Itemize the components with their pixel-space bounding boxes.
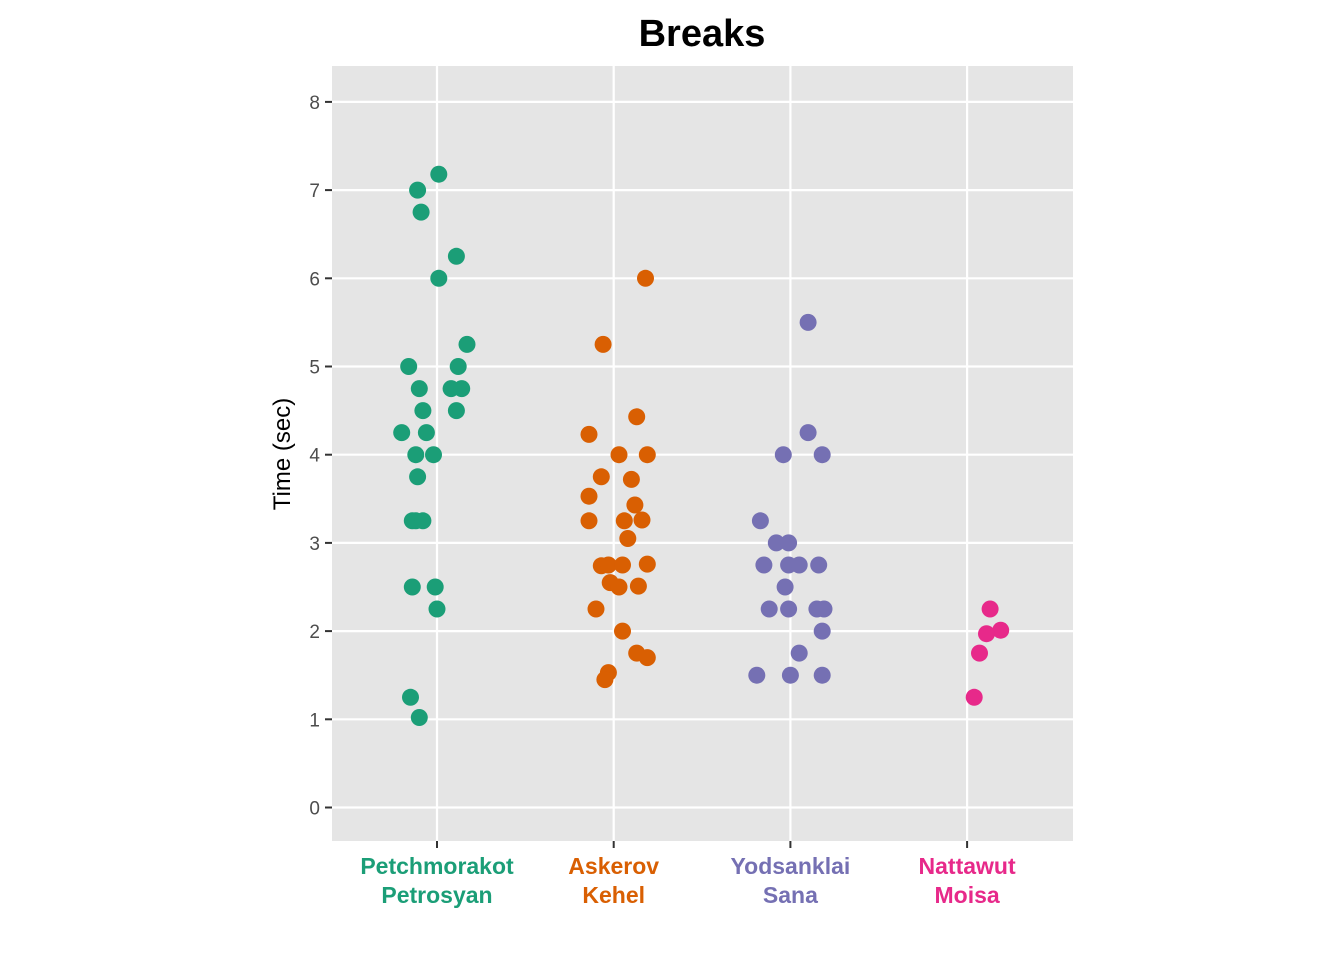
data-point — [992, 621, 1010, 639]
data-point — [760, 600, 778, 618]
x-tick-label: Petchmorakot — [360, 853, 514, 879]
data-point — [626, 496, 644, 514]
data-point — [447, 247, 465, 265]
data-point — [417, 424, 435, 442]
data-point — [610, 578, 628, 596]
data-point — [790, 556, 808, 574]
data-point — [813, 622, 831, 640]
data-point — [780, 600, 798, 618]
data-point — [407, 446, 425, 464]
data-point — [799, 424, 817, 442]
data-point — [430, 165, 448, 183]
data-point — [402, 688, 419, 706]
data-point — [580, 425, 598, 443]
data-point — [453, 380, 471, 398]
data-point — [580, 512, 598, 530]
data-point — [633, 511, 651, 529]
data-point — [637, 269, 654, 287]
chart-title: Breaks — [639, 13, 766, 55]
data-point — [409, 468, 427, 486]
y-tick-label: 8 — [309, 93, 320, 114]
data-point — [449, 358, 467, 375]
data-point — [580, 487, 598, 505]
data-point — [414, 402, 432, 420]
y-tick-label: 1 — [309, 710, 320, 731]
data-point — [751, 512, 769, 530]
data-point — [810, 556, 828, 574]
data-point — [978, 625, 995, 643]
data-point — [426, 578, 444, 596]
x-axis: Petchmorakot Petrosyan Askerov Kehel Yodsank… — [360, 841, 1016, 908]
data-point — [596, 671, 614, 689]
data-point — [780, 534, 798, 552]
data-point — [428, 600, 446, 618]
x-tick-label: Askerov — [568, 853, 659, 879]
data-point — [813, 666, 831, 684]
y-tick-label: 4 — [309, 446, 320, 467]
data-point — [447, 402, 465, 420]
data-point — [610, 446, 628, 464]
data-point — [622, 470, 640, 488]
data-point — [748, 666, 766, 684]
data-points — [393, 165, 1010, 726]
data-point — [412, 203, 430, 221]
data-point — [587, 600, 605, 618]
data-point — [403, 578, 421, 596]
data-point — [781, 666, 799, 684]
data-point — [776, 578, 794, 596]
y-tick-label: 6 — [309, 269, 320, 290]
data-point — [430, 269, 448, 287]
x-tick-label: Sana — [763, 882, 818, 908]
panel-background — [332, 66, 1073, 841]
data-point — [638, 555, 656, 573]
data-point — [981, 600, 999, 618]
x-tick-label: Yodsanklai — [731, 853, 851, 879]
data-point — [410, 709, 428, 726]
data-point — [638, 649, 656, 667]
data-point — [414, 512, 432, 530]
x-tick-label: Kehel — [582, 882, 645, 908]
data-point — [629, 577, 647, 595]
data-point — [971, 644, 988, 662]
data-point — [594, 335, 612, 353]
data-point — [799, 313, 817, 331]
data-point — [393, 424, 411, 442]
data-point — [592, 468, 610, 486]
data-point — [790, 644, 808, 662]
data-point — [458, 335, 476, 353]
data-point — [409, 181, 427, 199]
y-tick-label: 7 — [309, 181, 320, 202]
y-axis-label: Time (sec) — [269, 398, 296, 510]
data-point — [400, 358, 418, 375]
data-point — [755, 556, 773, 574]
data-point — [774, 446, 792, 464]
data-point — [614, 556, 631, 574]
data-point — [619, 530, 637, 547]
data-point — [628, 408, 646, 426]
data-point — [965, 688, 983, 706]
y-tick-label: 2 — [309, 622, 320, 643]
data-point — [815, 600, 833, 618]
y-tick-label: 5 — [309, 358, 320, 379]
x-tick-label: Moisa — [935, 882, 1000, 908]
data-point — [425, 446, 442, 464]
y-tick-label: 0 — [309, 799, 320, 820]
data-point — [614, 622, 631, 640]
data-point — [767, 534, 785, 552]
data-point — [410, 380, 428, 398]
y-axis: 0 1 2 3 4 5 6 7 8 — [309, 93, 332, 820]
y-tick-label: 3 — [309, 534, 320, 555]
data-point — [638, 446, 656, 464]
data-point — [615, 512, 633, 530]
data-point — [599, 556, 617, 574]
x-tick-label: Nattawut — [919, 853, 1016, 879]
data-point — [813, 446, 831, 464]
x-tick-label: Petrosyan — [381, 882, 492, 908]
